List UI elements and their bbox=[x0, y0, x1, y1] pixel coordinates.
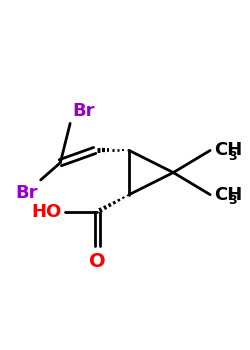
Text: 3: 3 bbox=[228, 194, 237, 207]
Text: CH: CH bbox=[214, 141, 242, 160]
Text: 3: 3 bbox=[228, 150, 237, 163]
Text: CH: CH bbox=[214, 186, 242, 204]
Text: Br: Br bbox=[72, 102, 95, 120]
Text: O: O bbox=[89, 252, 106, 271]
Text: HO: HO bbox=[31, 203, 62, 221]
Text: Br: Br bbox=[16, 184, 38, 202]
